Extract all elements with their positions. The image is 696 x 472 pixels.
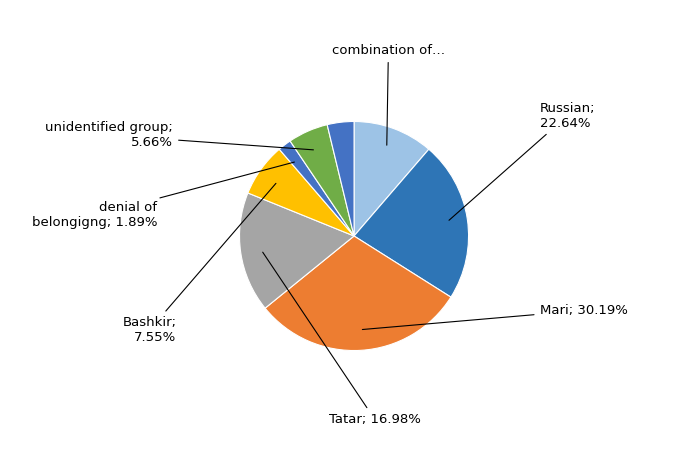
Wedge shape: [354, 149, 468, 297]
Text: Tatar; 16.98%: Tatar; 16.98%: [262, 252, 420, 426]
Wedge shape: [327, 121, 354, 236]
Text: unidentified group;
5.66%: unidentified group; 5.66%: [45, 121, 313, 150]
Text: Russian;
22.64%: Russian; 22.64%: [449, 102, 595, 220]
Wedge shape: [248, 149, 354, 236]
Wedge shape: [354, 121, 429, 236]
Wedge shape: [239, 193, 354, 308]
Text: combination of…: combination of…: [332, 44, 445, 145]
Text: Mari; 30.19%: Mari; 30.19%: [363, 304, 628, 329]
Wedge shape: [279, 141, 354, 236]
Wedge shape: [265, 236, 451, 351]
Text: denial of
belongigng; 1.89%: denial of belongigng; 1.89%: [31, 162, 294, 229]
Wedge shape: [290, 125, 354, 236]
Text: Bashkir;
7.55%: Bashkir; 7.55%: [122, 183, 276, 344]
